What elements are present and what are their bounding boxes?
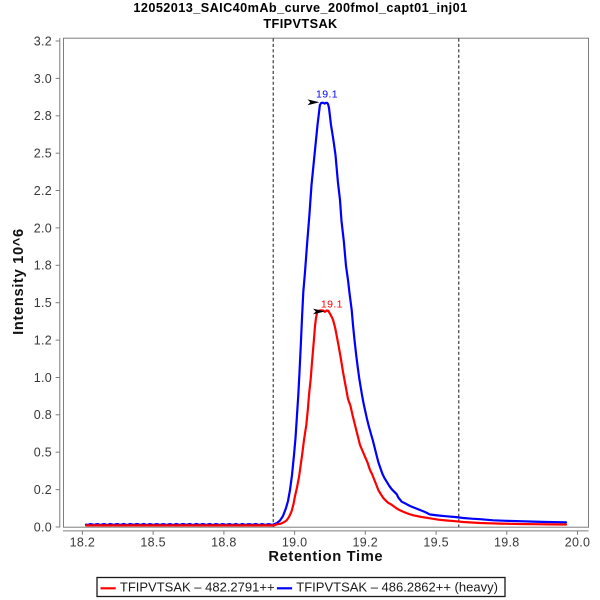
svg-text:18.2: 18.2 bbox=[70, 535, 96, 549]
svg-text:Intensity 10^6: Intensity 10^6 bbox=[11, 228, 27, 335]
svg-text:1.5: 1.5 bbox=[34, 296, 52, 310]
svg-text:1.2: 1.2 bbox=[34, 334, 52, 348]
svg-text:12052013_SAIC40mAb_curve_200fm: 12052013_SAIC40mAb_curve_200fmol_capt01_… bbox=[133, 1, 467, 15]
svg-text:3.2: 3.2 bbox=[34, 34, 52, 48]
svg-text:0.5: 0.5 bbox=[34, 446, 52, 460]
svg-text:TFIPVTSAK – 482.2791++: TFIPVTSAK – 482.2791++ bbox=[120, 580, 275, 595]
svg-text:2.5: 2.5 bbox=[34, 147, 52, 161]
svg-text:19.1: 19.1 bbox=[321, 299, 343, 311]
svg-text:19.2: 19.2 bbox=[353, 535, 379, 549]
svg-text:0.2: 0.2 bbox=[34, 483, 52, 497]
svg-text:TFIPVTSAK: TFIPVTSAK bbox=[263, 17, 338, 31]
svg-text:3.0: 3.0 bbox=[34, 72, 52, 86]
svg-text:18.8: 18.8 bbox=[211, 535, 237, 549]
svg-text:2.0: 2.0 bbox=[34, 221, 52, 235]
svg-text:19.1: 19.1 bbox=[316, 89, 338, 101]
svg-text:20.0: 20.0 bbox=[565, 535, 591, 549]
svg-text:TFIPVTSAK – 486.2862++ (heavy): TFIPVTSAK – 486.2862++ (heavy) bbox=[296, 580, 498, 595]
svg-text:Retention Time: Retention Time bbox=[268, 549, 383, 565]
svg-text:2.8: 2.8 bbox=[34, 109, 52, 123]
svg-text:18.5: 18.5 bbox=[140, 535, 166, 549]
svg-text:19.8: 19.8 bbox=[494, 535, 520, 549]
svg-text:1.8: 1.8 bbox=[34, 259, 52, 273]
svg-text:2.2: 2.2 bbox=[34, 184, 52, 198]
svg-text:19.5: 19.5 bbox=[423, 535, 449, 549]
svg-text:1.0: 1.0 bbox=[34, 371, 52, 385]
svg-text:0.8: 0.8 bbox=[34, 408, 52, 422]
svg-text:19.0: 19.0 bbox=[282, 535, 308, 549]
svg-text:0.0: 0.0 bbox=[34, 520, 52, 534]
